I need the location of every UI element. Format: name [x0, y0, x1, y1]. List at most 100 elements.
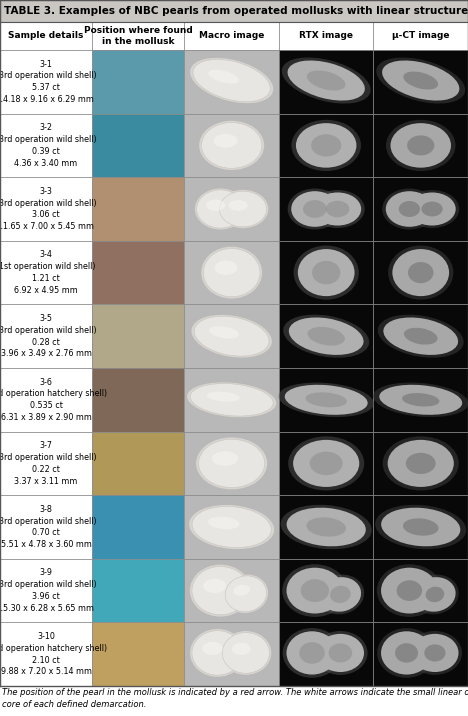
Bar: [279, 177, 373, 241]
Ellipse shape: [287, 60, 365, 100]
Text: TABLE 3. Examples of NBC pearls from operated mollusks with linear structures (t: TABLE 3. Examples of NBC pearls from ope…: [4, 6, 468, 16]
Bar: [0, 114, 92, 177]
Ellipse shape: [194, 316, 269, 356]
Ellipse shape: [395, 643, 418, 663]
Bar: [373, 368, 468, 432]
Ellipse shape: [406, 453, 436, 474]
Ellipse shape: [307, 518, 346, 537]
Ellipse shape: [303, 200, 327, 218]
Ellipse shape: [310, 452, 343, 475]
Bar: [0, 241, 92, 304]
Bar: [184, 177, 279, 241]
Text: 3-10
(2nd operation hatchery shell)
2.10 ct
9.88 x 7.20 x 5.14 mm: 3-10 (2nd operation hatchery shell) 2.10…: [0, 632, 107, 677]
Text: 3-8
(3rd operation wild shell)
0.70 ct
5.51 x 4.78 x 3.60 mm: 3-8 (3rd operation wild shell) 0.70 ct 5…: [0, 505, 96, 549]
Ellipse shape: [326, 200, 349, 217]
Ellipse shape: [392, 249, 449, 296]
Ellipse shape: [330, 586, 351, 603]
Ellipse shape: [209, 326, 239, 339]
Ellipse shape: [212, 451, 238, 466]
Ellipse shape: [193, 59, 271, 102]
Ellipse shape: [373, 382, 468, 417]
Bar: [279, 368, 373, 432]
Ellipse shape: [288, 436, 364, 490]
Ellipse shape: [381, 508, 461, 546]
Ellipse shape: [383, 317, 458, 355]
Ellipse shape: [195, 188, 246, 230]
Bar: [279, 495, 373, 558]
Ellipse shape: [286, 508, 366, 546]
Bar: [92, 622, 184, 686]
Ellipse shape: [208, 70, 239, 84]
Ellipse shape: [424, 644, 446, 662]
Ellipse shape: [234, 585, 250, 596]
Ellipse shape: [293, 246, 359, 300]
Ellipse shape: [207, 392, 240, 402]
Ellipse shape: [232, 643, 250, 655]
Ellipse shape: [381, 568, 438, 614]
Ellipse shape: [399, 201, 420, 217]
Bar: [0, 368, 92, 432]
Ellipse shape: [192, 566, 249, 615]
Bar: [0, 432, 92, 495]
Ellipse shape: [198, 439, 265, 488]
Ellipse shape: [197, 190, 244, 228]
Ellipse shape: [310, 190, 365, 228]
Ellipse shape: [311, 135, 341, 157]
Bar: [92, 558, 184, 622]
Bar: [184, 114, 279, 177]
Ellipse shape: [329, 644, 352, 662]
Ellipse shape: [316, 574, 364, 614]
Ellipse shape: [388, 246, 453, 300]
Bar: [373, 114, 468, 177]
Ellipse shape: [220, 631, 271, 674]
Bar: [92, 22, 184, 50]
Bar: [279, 50, 373, 114]
Bar: [279, 241, 373, 304]
Ellipse shape: [288, 188, 342, 230]
Ellipse shape: [296, 123, 357, 168]
Bar: [184, 304, 279, 368]
Bar: [184, 22, 279, 50]
Ellipse shape: [383, 436, 459, 490]
Ellipse shape: [286, 632, 337, 674]
Ellipse shape: [293, 440, 359, 487]
Ellipse shape: [306, 392, 347, 407]
Bar: [184, 622, 279, 686]
Bar: [279, 622, 373, 686]
Ellipse shape: [404, 328, 438, 344]
Ellipse shape: [292, 120, 361, 171]
Bar: [373, 432, 468, 495]
Bar: [279, 558, 373, 622]
Ellipse shape: [300, 579, 329, 602]
Ellipse shape: [282, 57, 371, 104]
Ellipse shape: [278, 382, 374, 417]
Ellipse shape: [218, 190, 269, 228]
Ellipse shape: [291, 191, 338, 227]
Text: Position where found
in the mollusk: Position where found in the mollusk: [84, 26, 193, 46]
Ellipse shape: [377, 628, 436, 678]
Bar: [0, 558, 92, 622]
Bar: [92, 241, 184, 304]
Ellipse shape: [378, 314, 464, 358]
Ellipse shape: [286, 568, 343, 614]
Ellipse shape: [213, 134, 238, 147]
Ellipse shape: [224, 574, 268, 613]
Ellipse shape: [229, 200, 248, 211]
Bar: [0, 177, 92, 241]
Ellipse shape: [381, 632, 432, 674]
Bar: [0, 50, 92, 114]
Ellipse shape: [313, 631, 367, 675]
Ellipse shape: [206, 200, 225, 211]
Bar: [373, 50, 468, 114]
Ellipse shape: [382, 188, 437, 230]
Bar: [0, 495, 92, 558]
Bar: [279, 304, 373, 368]
Text: RTX image: RTX image: [299, 32, 353, 41]
Bar: [373, 304, 468, 368]
Ellipse shape: [190, 384, 273, 416]
Bar: [0, 622, 92, 686]
Ellipse shape: [375, 505, 466, 549]
Ellipse shape: [282, 564, 347, 617]
Ellipse shape: [396, 580, 422, 601]
Bar: [184, 368, 279, 432]
